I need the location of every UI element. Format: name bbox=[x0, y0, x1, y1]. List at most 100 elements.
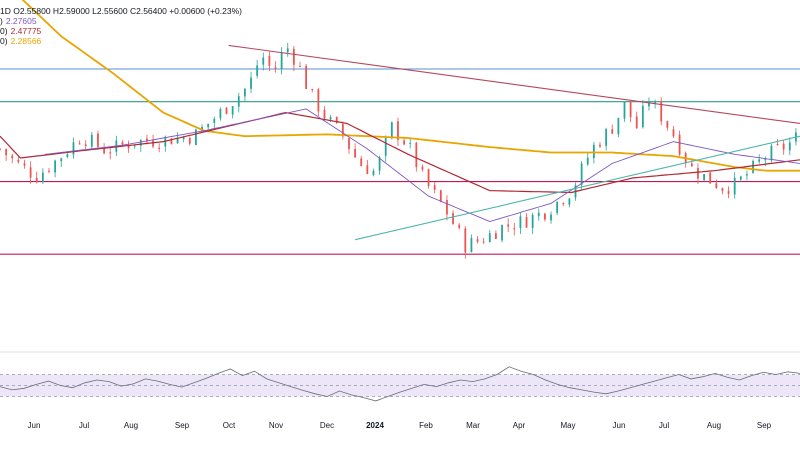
candle-body bbox=[403, 140, 405, 145]
candle-body bbox=[354, 148, 357, 158]
candle bbox=[219, 107, 222, 121]
descending-trend-line bbox=[228, 44, 800, 125]
candle-body bbox=[488, 233, 491, 243]
time-tick-label: Nov bbox=[269, 421, 283, 430]
candle bbox=[158, 143, 161, 153]
candle-body bbox=[341, 123, 344, 137]
candle-body bbox=[482, 241, 485, 243]
candle bbox=[746, 170, 748, 181]
candle bbox=[354, 143, 357, 158]
candle bbox=[60, 157, 63, 168]
candle-body bbox=[90, 134, 93, 147]
candle bbox=[366, 159, 369, 175]
ma-slow-label: 0) bbox=[0, 36, 8, 46]
candle bbox=[537, 208, 540, 221]
candle bbox=[464, 226, 467, 259]
candle bbox=[427, 168, 430, 189]
ma-fast-readout: ) 2.27605 bbox=[0, 16, 242, 26]
candle-body bbox=[703, 174, 705, 181]
candle bbox=[378, 155, 381, 175]
candle bbox=[262, 52, 265, 71]
candle-body bbox=[213, 118, 216, 123]
candle bbox=[35, 171, 38, 184]
candle-body bbox=[335, 116, 338, 123]
candle bbox=[421, 164, 424, 172]
candle-body bbox=[568, 198, 571, 205]
candle-body bbox=[11, 155, 14, 159]
candle bbox=[550, 211, 552, 224]
candle-body bbox=[690, 163, 693, 167]
candle-body bbox=[641, 105, 644, 128]
candle bbox=[684, 151, 687, 168]
ma-mid-line bbox=[0, 111, 800, 194]
candle bbox=[739, 175, 742, 182]
chart-legend: 1D O2.55800 H2.59000 L2.55600 C2.56400 +… bbox=[0, 6, 242, 46]
candle-body bbox=[721, 188, 724, 192]
ascending-trend-line bbox=[354, 135, 800, 241]
candle bbox=[641, 99, 644, 129]
candle-body bbox=[397, 121, 399, 140]
ma-slow-line bbox=[21, 0, 800, 172]
candle-body bbox=[35, 177, 38, 183]
candle-body bbox=[605, 129, 608, 146]
candle bbox=[617, 117, 620, 138]
candle-body bbox=[23, 163, 26, 166]
candle bbox=[727, 186, 730, 199]
candle-body bbox=[513, 228, 516, 230]
time-tick-label: Aug bbox=[707, 421, 721, 430]
candle bbox=[525, 213, 528, 228]
candle-body bbox=[231, 106, 234, 115]
candle bbox=[384, 135, 387, 162]
ma-mid-value: 2.47775 bbox=[10, 26, 42, 36]
candle bbox=[776, 139, 779, 146]
candle-body bbox=[531, 214, 534, 229]
candle bbox=[335, 116, 338, 124]
main-plot[interactable] bbox=[0, 0, 800, 259]
candle-body bbox=[580, 163, 583, 185]
candle-body bbox=[41, 172, 44, 183]
candle bbox=[678, 130, 681, 157]
candle-body bbox=[103, 147, 105, 154]
candle-body bbox=[617, 117, 620, 135]
time-tick-label: Sep bbox=[175, 421, 190, 430]
candle bbox=[495, 230, 497, 239]
candle bbox=[415, 141, 418, 172]
candle bbox=[513, 222, 516, 236]
candle bbox=[78, 140, 81, 145]
candle-body bbox=[17, 159, 20, 163]
rsi-pane[interactable] bbox=[0, 351, 800, 402]
candle bbox=[458, 223, 461, 230]
candle-body bbox=[709, 172, 712, 184]
candle-body bbox=[72, 142, 75, 155]
candle bbox=[41, 168, 44, 184]
candle bbox=[476, 236, 479, 244]
candle bbox=[0, 147, 1, 151]
candle bbox=[109, 146, 112, 160]
candle bbox=[286, 42, 289, 57]
candle-body bbox=[433, 185, 436, 190]
candle bbox=[274, 61, 277, 73]
candle-body bbox=[170, 138, 173, 145]
candle bbox=[243, 88, 246, 103]
candle bbox=[323, 106, 326, 121]
candle bbox=[292, 45, 295, 72]
candle bbox=[23, 159, 26, 169]
candle-body bbox=[109, 152, 112, 154]
ohlc-readout: 1D O2.55800 H2.59000 L2.55600 C2.56400 +… bbox=[0, 6, 242, 16]
candle-body bbox=[427, 169, 430, 187]
candle-body bbox=[470, 237, 473, 253]
candle-body bbox=[776, 144, 779, 146]
candle-body bbox=[237, 96, 240, 107]
candle-body bbox=[519, 216, 522, 229]
candle bbox=[54, 159, 57, 178]
ma-fast-value: 2.27605 bbox=[5, 16, 37, 26]
candle-body bbox=[409, 142, 412, 144]
candle-body bbox=[329, 117, 332, 120]
candle-body bbox=[666, 121, 669, 128]
candle-body bbox=[360, 158, 363, 167]
candle bbox=[231, 106, 234, 119]
candle-body bbox=[697, 168, 699, 179]
ma-mid-label: 0) bbox=[0, 26, 8, 36]
candle-body bbox=[415, 142, 418, 168]
